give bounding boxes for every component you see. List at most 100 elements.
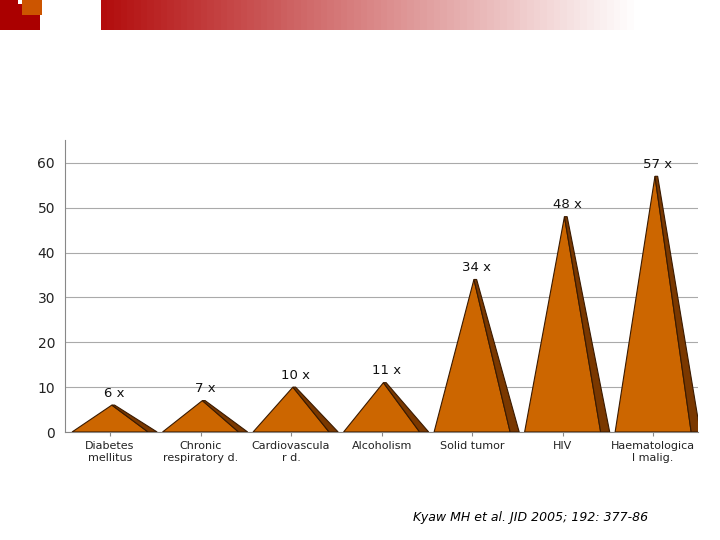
Bar: [294, 0, 301, 30]
Bar: [540, 0, 547, 30]
Bar: [181, 0, 187, 30]
Bar: [148, 0, 154, 30]
Bar: [187, 0, 194, 30]
Bar: [433, 0, 441, 30]
Bar: [127, 0, 134, 30]
Bar: [487, 0, 494, 30]
Polygon shape: [615, 176, 691, 432]
Bar: [161, 0, 167, 30]
Bar: [474, 0, 480, 30]
Bar: [167, 0, 174, 30]
Bar: [480, 0, 487, 30]
Bar: [574, 0, 580, 30]
Polygon shape: [343, 383, 420, 432]
Bar: [22, 0, 42, 15]
Bar: [214, 0, 220, 30]
Bar: [327, 0, 334, 30]
Polygon shape: [202, 401, 248, 432]
Polygon shape: [384, 383, 428, 432]
Text: 6 x: 6 x: [104, 387, 125, 400]
Bar: [314, 0, 320, 30]
Bar: [420, 0, 427, 30]
Bar: [567, 0, 574, 30]
Bar: [234, 0, 240, 30]
Bar: [134, 0, 141, 30]
Bar: [467, 0, 474, 30]
Bar: [441, 0, 447, 30]
Bar: [521, 0, 527, 30]
Bar: [627, 0, 634, 30]
Bar: [554, 0, 560, 30]
Bar: [220, 0, 228, 30]
Bar: [320, 0, 327, 30]
Bar: [361, 0, 367, 30]
Bar: [447, 0, 454, 30]
Bar: [587, 0, 593, 30]
Polygon shape: [112, 405, 157, 432]
Bar: [334, 0, 341, 30]
Bar: [527, 0, 534, 30]
Bar: [194, 0, 201, 30]
Bar: [261, 0, 267, 30]
Bar: [354, 0, 361, 30]
Bar: [207, 0, 214, 30]
Polygon shape: [163, 401, 238, 432]
Bar: [254, 0, 261, 30]
Bar: [408, 0, 414, 30]
Bar: [121, 0, 127, 30]
Bar: [114, 0, 121, 30]
Bar: [514, 0, 521, 30]
Bar: [500, 0, 507, 30]
Bar: [347, 0, 354, 30]
Bar: [228, 0, 234, 30]
Bar: [394, 0, 400, 30]
Text: 7 x: 7 x: [195, 382, 215, 395]
Bar: [613, 0, 621, 30]
Bar: [507, 0, 513, 30]
Text: 34 x: 34 x: [462, 261, 491, 274]
Text: 57 x: 57 x: [643, 158, 672, 171]
Bar: [461, 0, 467, 30]
Bar: [248, 0, 254, 30]
Bar: [534, 0, 540, 30]
Bar: [307, 0, 314, 30]
Bar: [154, 0, 161, 30]
Bar: [0, 4, 40, 30]
Bar: [274, 0, 281, 30]
Bar: [281, 0, 287, 30]
Polygon shape: [564, 217, 610, 432]
Bar: [400, 0, 408, 30]
Text: Risk of pneumococcal diseases development is
multiplied in chronic ill adults: Risk of pneumococcal diseases developmen…: [53, 61, 549, 102]
Bar: [267, 0, 274, 30]
Bar: [174, 0, 181, 30]
Bar: [560, 0, 567, 30]
Bar: [387, 0, 394, 30]
Polygon shape: [474, 280, 519, 432]
Bar: [201, 0, 207, 30]
Bar: [427, 0, 433, 30]
Polygon shape: [253, 387, 329, 432]
Polygon shape: [525, 217, 600, 432]
Bar: [101, 0, 107, 30]
Bar: [593, 0, 600, 30]
Bar: [0, 0, 18, 30]
Text: 48 x: 48 x: [553, 198, 582, 211]
Bar: [580, 0, 587, 30]
Bar: [414, 0, 420, 30]
Polygon shape: [293, 387, 338, 432]
Bar: [454, 0, 461, 30]
Bar: [141, 0, 148, 30]
Text: 11 x: 11 x: [372, 364, 401, 377]
Bar: [367, 0, 374, 30]
Bar: [374, 0, 380, 30]
Bar: [600, 0, 607, 30]
Bar: [494, 0, 500, 30]
Bar: [547, 0, 554, 30]
Polygon shape: [72, 405, 148, 432]
Polygon shape: [655, 176, 701, 432]
Bar: [380, 0, 387, 30]
Bar: [341, 0, 347, 30]
Bar: [240, 0, 248, 30]
Bar: [621, 0, 627, 30]
Polygon shape: [434, 280, 510, 432]
